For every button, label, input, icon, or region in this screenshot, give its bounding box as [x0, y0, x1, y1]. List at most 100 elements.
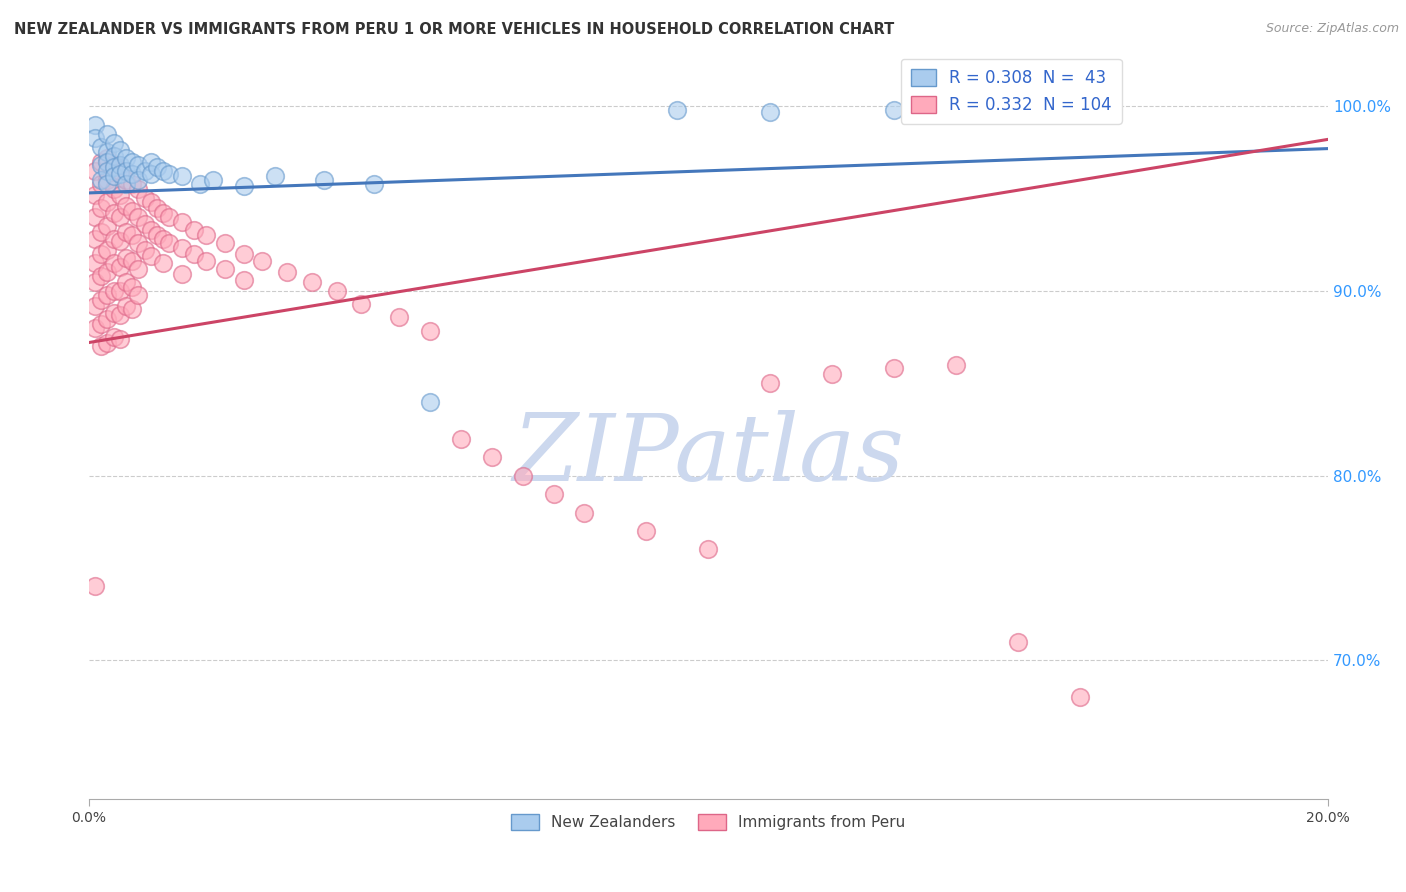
Point [84, 299, 107, 313]
Point [759, 104, 782, 119]
Point [84, 320, 107, 334]
Text: NEW ZEALANDER VS IMMIGRANTS FROM PERU 1 OR MORE VEHICLES IN HOUSEHOLD CORRELATIO: NEW ZEALANDER VS IMMIGRANTS FROM PERU 1 … [14, 22, 894, 37]
Point [666, 103, 689, 117]
Point [108, 308, 131, 322]
Point [121, 228, 143, 243]
Point [90, 177, 112, 191]
Point [263, 169, 285, 184]
Point [96, 177, 118, 191]
Point [103, 158, 125, 172]
Point [84, 130, 107, 145]
Point [883, 103, 905, 117]
Point [84, 232, 107, 246]
Point [188, 177, 211, 191]
Point [96, 151, 118, 165]
Point [195, 254, 218, 268]
Point [121, 204, 143, 219]
Point [103, 256, 125, 270]
Point [84, 210, 107, 224]
Point [127, 235, 149, 250]
Point [90, 339, 112, 353]
Point [481, 450, 503, 464]
Point [108, 260, 131, 274]
Point [183, 223, 205, 237]
Point [127, 173, 149, 187]
Point [170, 169, 193, 184]
Point [252, 254, 274, 268]
Point [96, 335, 118, 350]
Point [96, 173, 118, 187]
Point [108, 144, 131, 158]
Point [115, 251, 138, 265]
Point [170, 267, 193, 281]
Point [387, 310, 409, 324]
Point [103, 136, 125, 150]
Point [103, 149, 125, 163]
Point [232, 178, 254, 193]
Point [636, 524, 658, 538]
Point [127, 158, 149, 172]
Point [90, 247, 112, 261]
Point [115, 225, 138, 239]
Point [103, 206, 125, 220]
Point [115, 275, 138, 289]
Point [96, 127, 118, 141]
Point [90, 268, 112, 283]
Point [152, 206, 174, 220]
Point [152, 256, 174, 270]
Point [108, 210, 131, 224]
Point [325, 284, 347, 298]
Point [103, 182, 125, 196]
Point [134, 191, 156, 205]
Point [139, 154, 162, 169]
Point [139, 195, 162, 210]
Point [121, 177, 143, 191]
Point [108, 163, 131, 178]
Point [108, 284, 131, 298]
Point [84, 118, 107, 132]
Point [419, 394, 441, 409]
Point [115, 299, 138, 313]
Point [512, 468, 534, 483]
Point [232, 247, 254, 261]
Point [276, 265, 298, 279]
Point [363, 177, 385, 191]
Point [90, 140, 112, 154]
Point [103, 160, 125, 174]
Point [232, 273, 254, 287]
Point [121, 254, 143, 268]
Point [139, 223, 162, 237]
Point [127, 261, 149, 276]
Point [157, 210, 180, 224]
Point [84, 256, 107, 270]
Point [821, 367, 844, 381]
Point [115, 199, 138, 213]
Point [108, 168, 131, 182]
Point [121, 302, 143, 317]
Point [183, 247, 205, 261]
Point [1069, 104, 1091, 119]
Point [127, 287, 149, 301]
Point [945, 358, 967, 372]
Point [883, 361, 905, 376]
Point [419, 325, 441, 339]
Point [697, 542, 720, 557]
Point [96, 287, 118, 301]
Point [121, 168, 143, 182]
Point [84, 579, 107, 593]
Point [134, 217, 156, 231]
Point [146, 160, 169, 174]
Point [1069, 690, 1091, 705]
Point [115, 177, 138, 191]
Point [152, 232, 174, 246]
Point [146, 228, 169, 243]
Point [121, 280, 143, 294]
Point [90, 293, 112, 307]
Point [152, 163, 174, 178]
Point [103, 306, 125, 320]
Point [139, 168, 162, 182]
Point [127, 210, 149, 224]
Point [103, 330, 125, 344]
Point [108, 158, 131, 172]
Point [96, 243, 118, 257]
